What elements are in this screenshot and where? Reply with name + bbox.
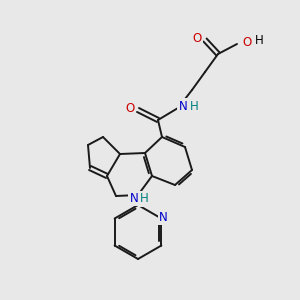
Text: H: H (255, 34, 263, 47)
Text: N: N (130, 191, 138, 205)
Text: N: N (159, 211, 168, 224)
Text: H: H (140, 193, 148, 206)
Text: N: N (178, 100, 188, 112)
Text: O: O (242, 35, 252, 49)
Text: O: O (125, 103, 135, 116)
Text: O: O (192, 32, 202, 46)
Text: H: H (190, 100, 198, 113)
